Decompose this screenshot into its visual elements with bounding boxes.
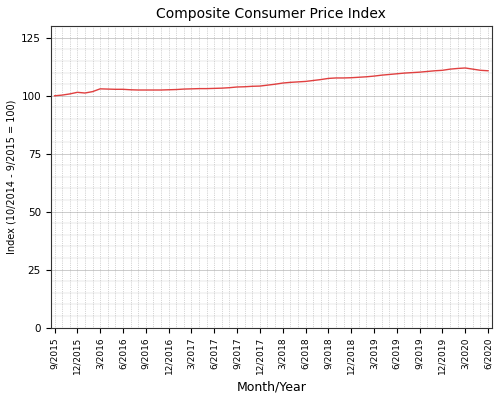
Y-axis label: Index (10/2014 - 9/2015 = 100): Index (10/2014 - 9/2015 = 100)	[7, 100, 17, 254]
Title: Composite Consumer Price Index: Composite Consumer Price Index	[156, 7, 386, 21]
X-axis label: Month/Year: Month/Year	[236, 380, 306, 393]
